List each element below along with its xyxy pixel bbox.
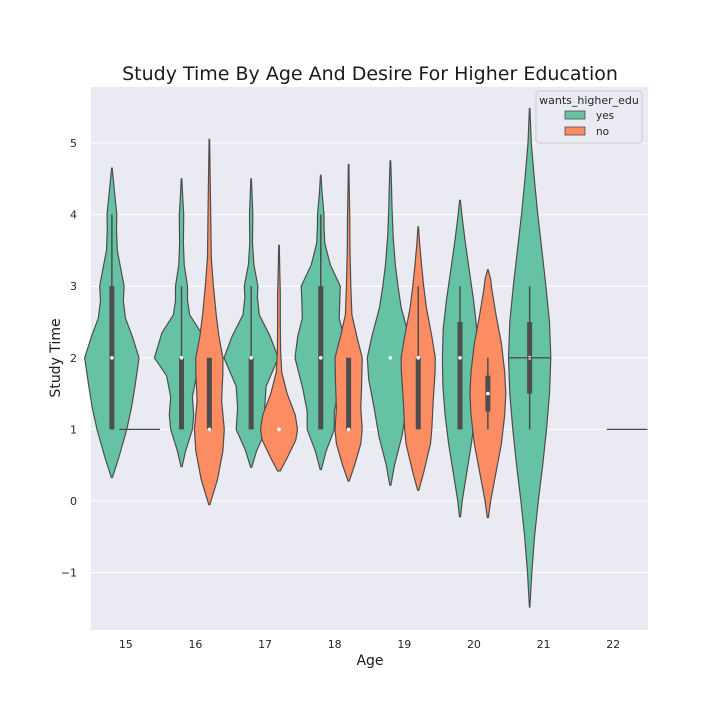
x-tick-label: 20 [467,638,481,651]
violin-no-18 [334,163,363,482]
box-no-18 [346,357,352,430]
x-tick-label: 18 [328,638,342,651]
chart-title: Study Time By Age And Desire For Higher … [122,63,618,85]
legend-title: wants_higher_edu [539,94,639,107]
x-tick-label: 16 [188,638,202,651]
box-no-16 [206,357,212,430]
box-yes-17 [248,357,254,430]
y-tick-label: 3 [70,280,77,293]
median-no-20 [486,391,490,396]
legend-swatch-no [564,126,586,136]
median-no-18 [346,427,351,432]
legend-swatch-yes [564,110,586,120]
violins [84,108,648,608]
median-yes-16 [179,356,184,360]
box-no-19 [415,357,421,430]
median-yes-19 [388,356,393,360]
x-tick-label: 22 [606,638,620,651]
violin-no-17 [259,244,299,472]
y-tick-label: 1 [70,423,77,436]
y-tick-label: 4 [70,209,77,222]
y-axis-label: Study Time [48,318,64,397]
legend-box [535,90,643,144]
y-tick-label: 5 [70,137,77,150]
median-yes-18 [318,356,323,360]
x-tick-label: 15 [119,638,133,651]
median-yes-17 [249,356,253,360]
y-tick-label: 2 [70,352,77,365]
y-tick-labels: −1 0 1 2 3 4 5 [61,137,77,580]
box-yes-20 [457,322,463,430]
box-yes-16 [179,357,185,430]
median-no-19 [416,356,421,360]
median-yes-15 [110,356,114,360]
x-tick-label: 17 [258,638,272,651]
y-tick-label: −1 [61,567,77,580]
x-tick-labels: 15 16 17 18 19 20 21 22 [119,638,620,651]
median-no-16 [207,427,212,432]
x-axis-label: Age [356,653,383,669]
legend: wants_higher_edu yes no [535,90,643,144]
median-yes-20 [458,356,462,360]
legend-label-yes: yes [596,110,614,122]
violin-no-16 [193,138,225,506]
x-tick-label: 19 [397,638,411,651]
y-tick-label: 0 [70,495,77,508]
legend-label-no: no [596,126,609,138]
median-no-17 [277,427,281,432]
x-tick-label: 21 [537,638,551,651]
